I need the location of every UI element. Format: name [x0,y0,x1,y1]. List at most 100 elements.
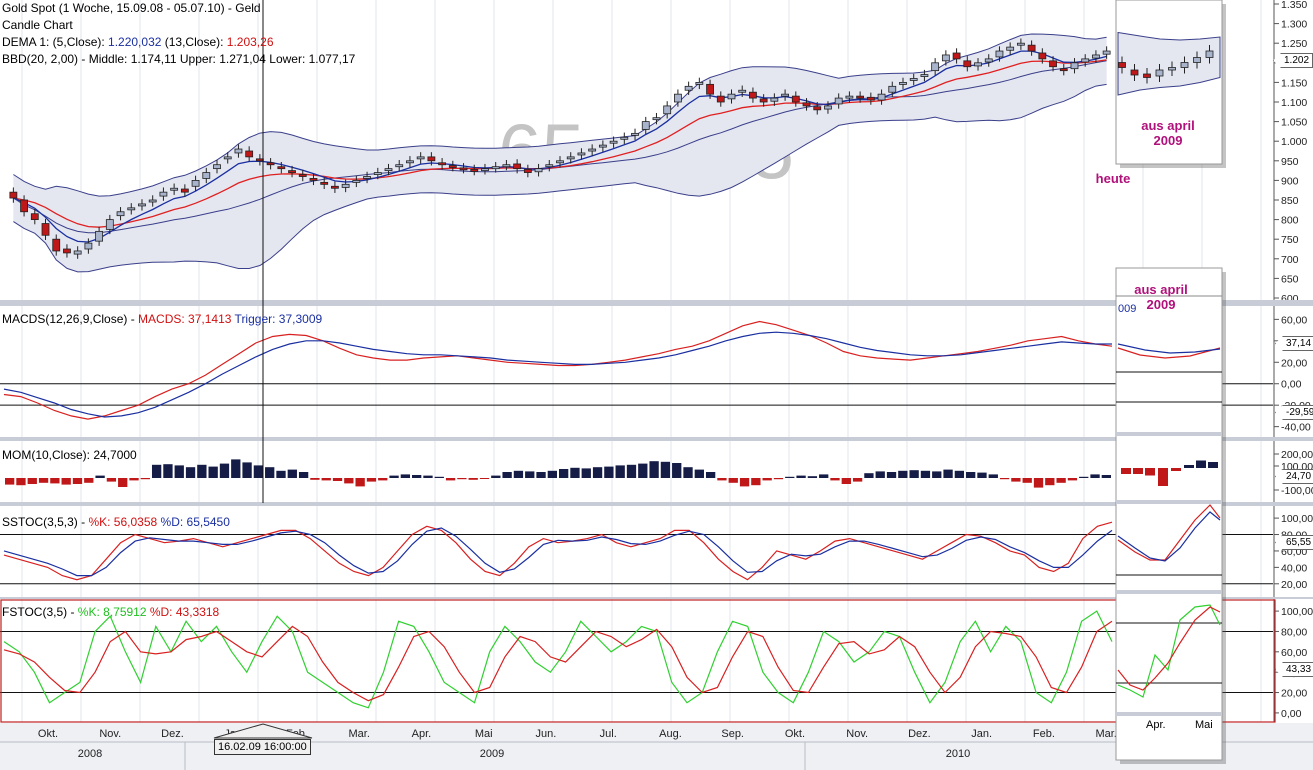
y-tick-label: 0,00 [1281,708,1302,720]
momentum-bar [920,470,931,478]
momentum-bar [717,478,727,481]
candle-body [866,96,875,101]
macd-trigger-value-box: -29,59 [1275,405,1313,420]
momentum-bar [796,475,806,478]
y-tick-label: -100,00 [1281,485,1313,497]
candle-body [406,160,414,164]
candle-body [620,136,629,140]
candle-body [459,167,468,171]
candle-body [95,230,104,242]
fstoc-k: %K: 8,75912 [77,605,147,619]
momentum-bar [660,461,671,478]
momentum-bar [16,478,26,486]
candle-body [1081,58,1090,63]
fstoc-legend: FSTOC(3,5) - %K: 8,75912 %D: 43,3318 [2,605,219,619]
momentum-bar [932,471,942,478]
momentum-bar [547,470,557,478]
candle-body [759,98,768,103]
inset-candle-body [1155,69,1164,77]
momentum-bar [966,472,976,478]
momentum-bar [1067,478,1078,481]
x-year-label: 2010 [946,748,970,760]
momentum-bar [219,463,230,478]
candle-body [384,168,393,172]
inset-candle-body [1130,69,1139,76]
momentum-bar [943,469,953,478]
candle-body [684,85,693,91]
candle-body [298,174,307,177]
fstoc-d-line [3,620,1113,702]
candle-body [652,117,661,121]
candle-body [577,152,586,156]
momentum-bar [841,478,851,484]
momentum-bar [344,478,354,484]
candle-body [834,97,843,105]
candle-body [1049,60,1057,68]
y-tick-label: 700 [1281,254,1299,266]
momentum-bar [265,467,275,478]
candle-body [148,199,157,203]
momentum-bar [1033,478,1044,488]
momentum-bar [536,472,546,478]
x-year-label: 2009 [480,748,504,760]
x-month-label: Aug. [659,728,682,740]
y-tick-label: 0,00 [1281,379,1302,391]
momentum-bar [310,478,320,480]
x-month-label: Feb. [1033,728,1055,740]
inset-panels [1115,0,1226,764]
candle-body [73,250,82,255]
candle-body [963,60,972,68]
inset-note-bottom: aus april 2009 [1116,282,1206,312]
inset-month-apr: Apr. [1146,719,1166,731]
momentum-bar [559,469,569,478]
y-tick-label: 850 [1281,195,1299,207]
momentum-bar [72,478,83,484]
y-tick-label: 60,00 [1281,647,1307,659]
momentum-bar [378,478,388,481]
y-tick-label: 100,00 [1281,606,1313,618]
candle-body [127,207,136,211]
inset-candle-body [1143,73,1151,78]
candle-body [856,95,865,99]
momentum-bar [491,475,501,478]
macds-line [3,320,1113,420]
candle-body [663,105,672,115]
momentum-bar [276,470,286,478]
momentum-bar [140,478,150,480]
momentum-bar [762,478,772,481]
cursor-pointer [213,723,313,739]
candle-body [727,93,736,100]
candle-body [213,164,221,170]
candle-body [706,83,714,95]
momentum-bar [366,478,377,482]
momentum-bar [5,478,15,485]
candle-body [556,160,564,164]
momentum-bar [649,461,659,478]
candle-body [513,163,522,170]
candle-body [30,213,39,221]
momentum-bar [174,465,184,478]
momentum-bar [954,470,965,478]
y-tick-label: 20,00 [1281,579,1307,591]
inset-candle-body [1168,67,1176,71]
macd-legend: MACDS(12,26,9,Close) - MACDS: 37,1413 Tr… [2,312,322,326]
y-axes: 6006507007508008509009501.0001.0501.1001… [1273,0,1313,722]
dema-prefix: DEMA 1: (5,Close): [2,35,109,49]
candle-body [523,169,532,173]
momentum-bar [129,478,139,481]
candle-body [802,102,811,107]
y-tick-label: 1.150 [1281,77,1307,89]
momentum-bar [626,464,637,478]
momentum-bar [977,472,987,478]
bollinger-legend: BBD(20, 2,00) - Middle: 1.174,11 Upper: … [2,52,355,66]
y-tick-label: 650 [1281,273,1299,285]
x-month-label: Nov. [846,728,868,740]
momentum-bar [118,478,128,487]
momentum-bar [830,478,840,481]
macd-label: MACDS(12,26,9,Close) - [2,312,139,326]
momentum-bar [253,465,264,478]
momentum-bar [445,478,456,481]
momentum-bar [819,474,829,478]
candle-body [588,148,597,152]
